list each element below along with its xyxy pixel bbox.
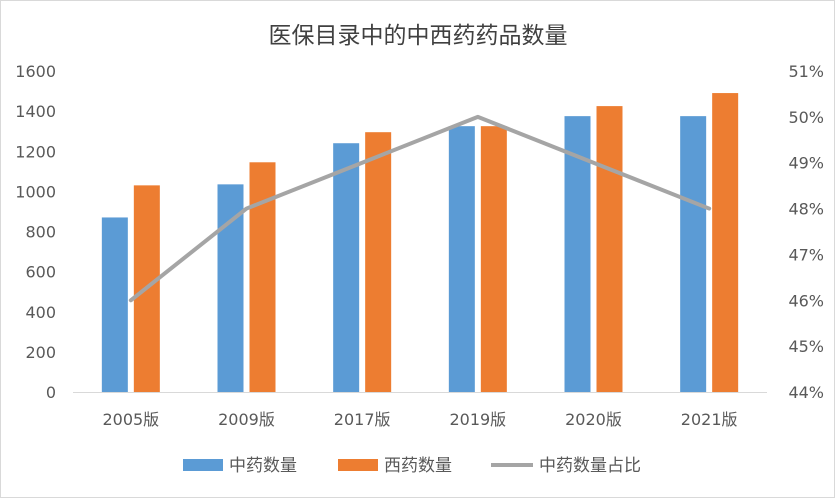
x-tick-label: 2005版 bbox=[102, 410, 159, 429]
bar-western bbox=[365, 132, 392, 393]
chart-title: 医保目录中的中西药药品数量 bbox=[269, 23, 568, 49]
bar-western bbox=[480, 126, 507, 392]
y-left-tick-label: 400 bbox=[25, 303, 56, 322]
y-left-tick-label: 1200 bbox=[15, 142, 56, 161]
x-tick-label: 2017版 bbox=[334, 410, 391, 429]
x-tick-label: 2019版 bbox=[449, 410, 506, 429]
y-right-tick-label: 50% bbox=[788, 108, 824, 127]
legend-label: 西药数量 bbox=[384, 456, 452, 476]
plot-area: 0 200 400 600 800 1000 1200 1400 1600 44% 45% 46% 47… bbox=[15, 62, 824, 429]
line-point bbox=[360, 161, 364, 165]
bar-tcm bbox=[680, 116, 707, 392]
line-tcm-share bbox=[128, 114, 712, 303]
line-point bbox=[129, 298, 133, 302]
y-left-tick-label: 600 bbox=[25, 263, 56, 282]
y-left-tick-label: 800 bbox=[25, 223, 56, 242]
y-left-tick-label: 1000 bbox=[15, 182, 56, 201]
legend-swatch bbox=[338, 459, 378, 471]
y-left-tick-label: 1600 bbox=[15, 62, 56, 81]
legend-swatch bbox=[183, 459, 223, 471]
line-point bbox=[245, 207, 248, 211]
bar-tcm bbox=[333, 143, 360, 392]
line-point bbox=[592, 161, 595, 165]
legend-label: 中药数量 bbox=[229, 456, 297, 476]
x-tick-label: 2009版 bbox=[218, 410, 275, 429]
y-left-tick-label: 200 bbox=[25, 343, 56, 362]
y-right-tick-label: 48% bbox=[788, 200, 824, 219]
x-tick-label: 2020版 bbox=[565, 410, 622, 429]
y-right-tick-label: 51% bbox=[788, 62, 824, 81]
x-tick-label: 2021版 bbox=[681, 410, 738, 429]
y-left-tick-label: 1400 bbox=[15, 102, 56, 121]
bar-tcm bbox=[448, 126, 475, 392]
legend-label: 中药数量占比 bbox=[539, 456, 641, 476]
y-right-tick-label: 46% bbox=[788, 291, 824, 310]
line-point bbox=[476, 115, 480, 119]
bar-tcm bbox=[101, 217, 128, 392]
y-right-tick-label: 47% bbox=[788, 245, 824, 264]
bar-tcm bbox=[564, 116, 591, 392]
bar-western bbox=[596, 106, 623, 392]
y-right-tick-label: 45% bbox=[788, 337, 824, 356]
y-left-tick-label: 0 bbox=[46, 383, 56, 402]
bar-western bbox=[712, 93, 739, 392]
legend: 中药数量 西药数量 中药数量占比 bbox=[183, 456, 641, 476]
line-point bbox=[707, 207, 711, 211]
y-right-tick-label: 44% bbox=[788, 383, 824, 402]
y-right-tick-label: 49% bbox=[788, 154, 824, 173]
